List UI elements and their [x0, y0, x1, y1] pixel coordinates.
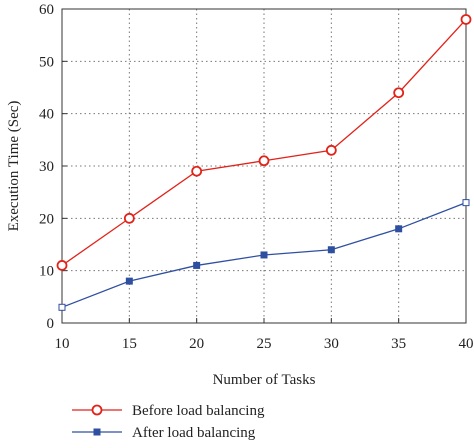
x-tick-label: 40 — [459, 336, 474, 352]
x-tick-label: 20 — [189, 336, 204, 352]
data-point — [325, 144, 337, 156]
x-tick-label: 25 — [257, 336, 272, 352]
data-point — [191, 165, 203, 177]
legend-marker-before — [91, 404, 103, 416]
data-point — [193, 261, 201, 269]
data-point — [260, 251, 268, 259]
series-layer — [56, 14, 472, 311]
y-axis-ticks: 0 10 20 30 40 50 60 — [39, 2, 67, 332]
y-tick-label: 40 — [39, 107, 54, 123]
legend-marker-after — [93, 428, 101, 436]
legend-label-before: Before load balancing — [132, 403, 265, 419]
data-point — [123, 212, 135, 224]
y-tick-label: 30 — [39, 159, 54, 175]
data-point — [460, 14, 472, 25]
data-point — [462, 199, 470, 207]
x-axis-ticks: 10 15 20 25 30 35 40 — [55, 318, 474, 352]
data-point — [125, 277, 133, 285]
data-point — [395, 225, 403, 233]
x-tick-label: 30 — [324, 336, 339, 352]
x-tick-label: 15 — [122, 336, 137, 352]
y-tick-label: 60 — [39, 2, 54, 18]
data-point — [327, 246, 335, 254]
legend-item-after: After load balancing — [72, 425, 256, 441]
x-tick-label: 35 — [391, 336, 406, 352]
y-axis-label: Execution Time (Sec) — [6, 101, 22, 232]
x-tick-label: 10 — [55, 336, 70, 352]
data-point — [58, 303, 66, 311]
y-tick-label: 20 — [39, 211, 54, 227]
series-after — [58, 199, 470, 311]
data-point — [258, 155, 270, 167]
legend-item-before: Before load balancing — [72, 403, 265, 419]
data-point — [56, 260, 68, 271]
x-axis-label: Number of Tasks — [213, 372, 316, 388]
series-line — [61, 19, 467, 266]
series-before — [56, 14, 472, 271]
grid-lines — [62, 9, 466, 323]
y-tick-label: 0 — [47, 316, 55, 332]
data-point — [393, 87, 405, 99]
legend-label-after: After load balancing — [132, 425, 256, 441]
legend: Before load balancing After load balanci… — [72, 403, 265, 441]
y-tick-label: 50 — [39, 54, 54, 70]
y-tick-label: 10 — [39, 264, 54, 280]
